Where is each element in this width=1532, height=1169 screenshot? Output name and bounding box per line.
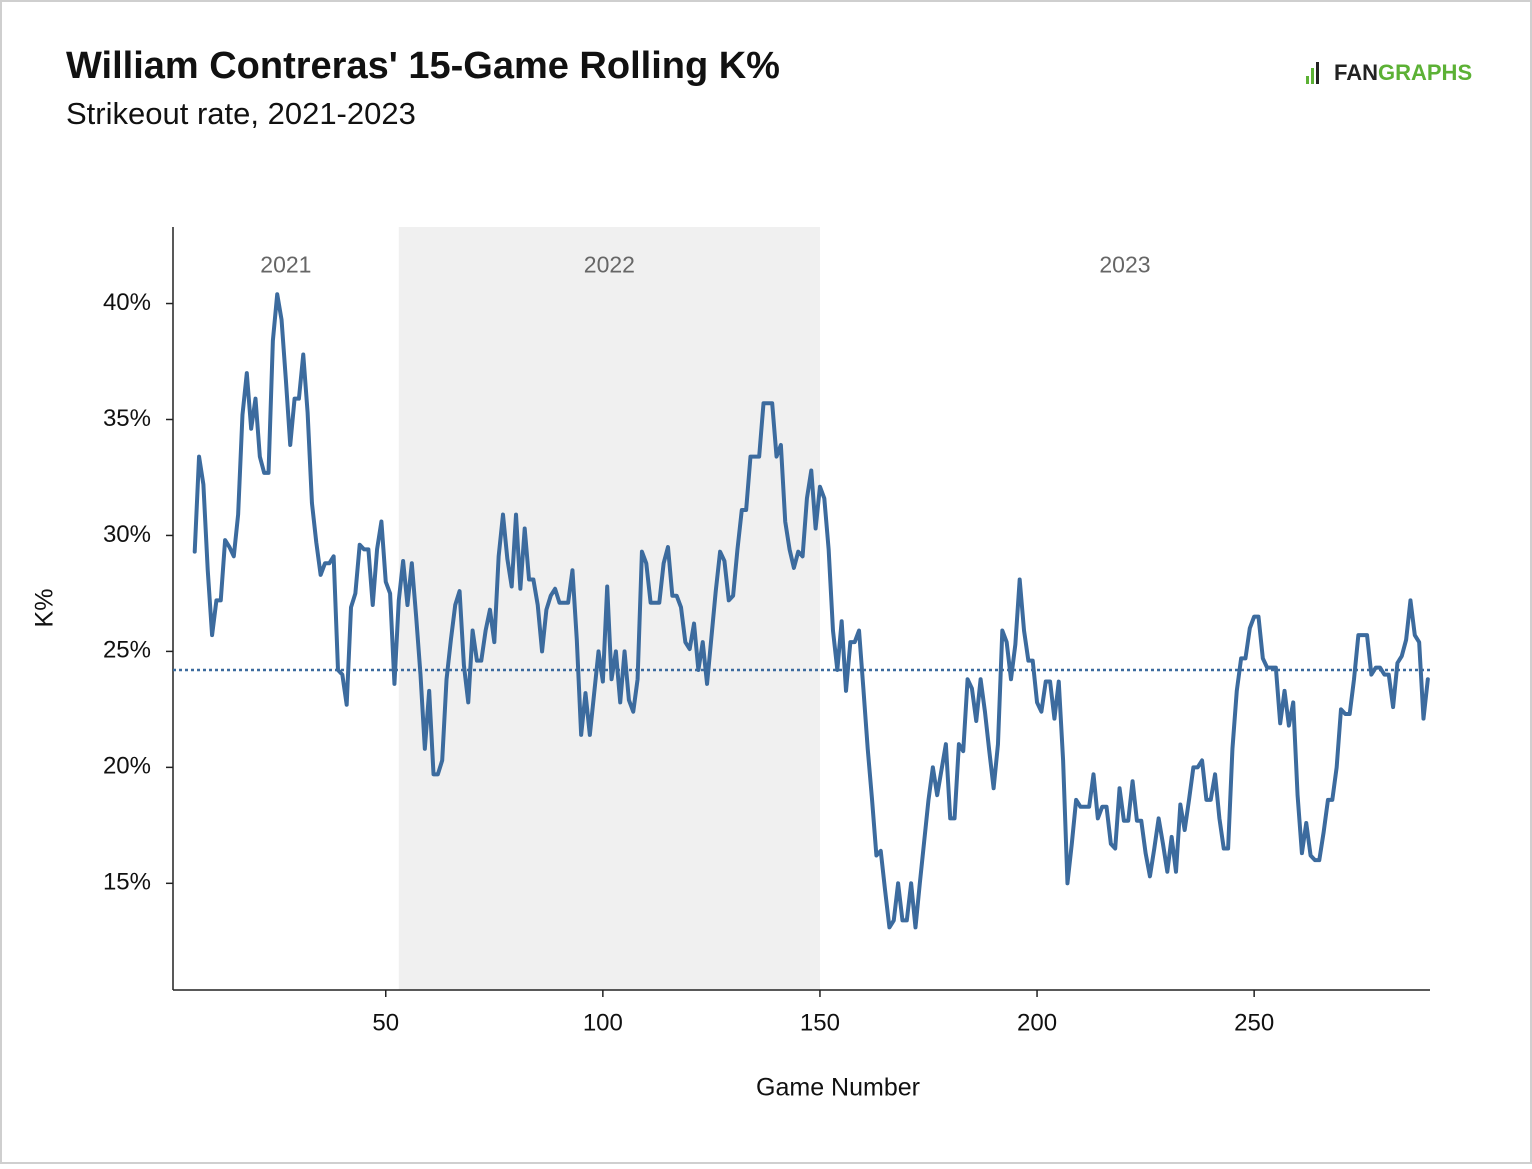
- region-label: 2022: [584, 252, 635, 278]
- y-tick-label: 30%: [103, 521, 151, 548]
- chart-title: William Contreras' 15-Game Rolling K%: [66, 45, 780, 87]
- y-axis-label: K%: [31, 589, 59, 628]
- x-axis-label: Game Number: [756, 1074, 920, 1102]
- y-tick-label: 40%: [103, 289, 151, 316]
- x-tick-label: 50: [372, 1009, 399, 1036]
- y-tick-label: 15%: [103, 869, 151, 896]
- logo-text: FANGRAPHS: [1334, 60, 1472, 85]
- logo-bar: [1311, 68, 1314, 84]
- logo-green: GRAPHS: [1378, 60, 1472, 85]
- x-tick-label: 100: [583, 1009, 623, 1036]
- x-tick-label: 250: [1234, 1009, 1274, 1036]
- logo-bar: [1316, 62, 1319, 84]
- logo-dark: FAN: [1334, 60, 1378, 85]
- x-tick-label: 200: [1017, 1009, 1057, 1036]
- y-tick-label: 35%: [103, 405, 151, 432]
- data-line: [192, 292, 1430, 930]
- y-tick-label: 20%: [103, 753, 151, 780]
- logo-bar: [1306, 76, 1309, 84]
- logo: FANGRAPHS: [1306, 60, 1472, 85]
- plot-area: 2021 2022 2023 15% 20% 25% 30% 35% 40% 50 100 150 20…: [103, 227, 1430, 1036]
- chart-subtitle: Strikeout rate, 2021-2023: [66, 96, 416, 131]
- y-tick-label: 25%: [103, 637, 151, 664]
- region-label: 2023: [1099, 252, 1150, 278]
- region-label: 2021: [260, 252, 311, 278]
- x-tick-label: 150: [800, 1009, 840, 1036]
